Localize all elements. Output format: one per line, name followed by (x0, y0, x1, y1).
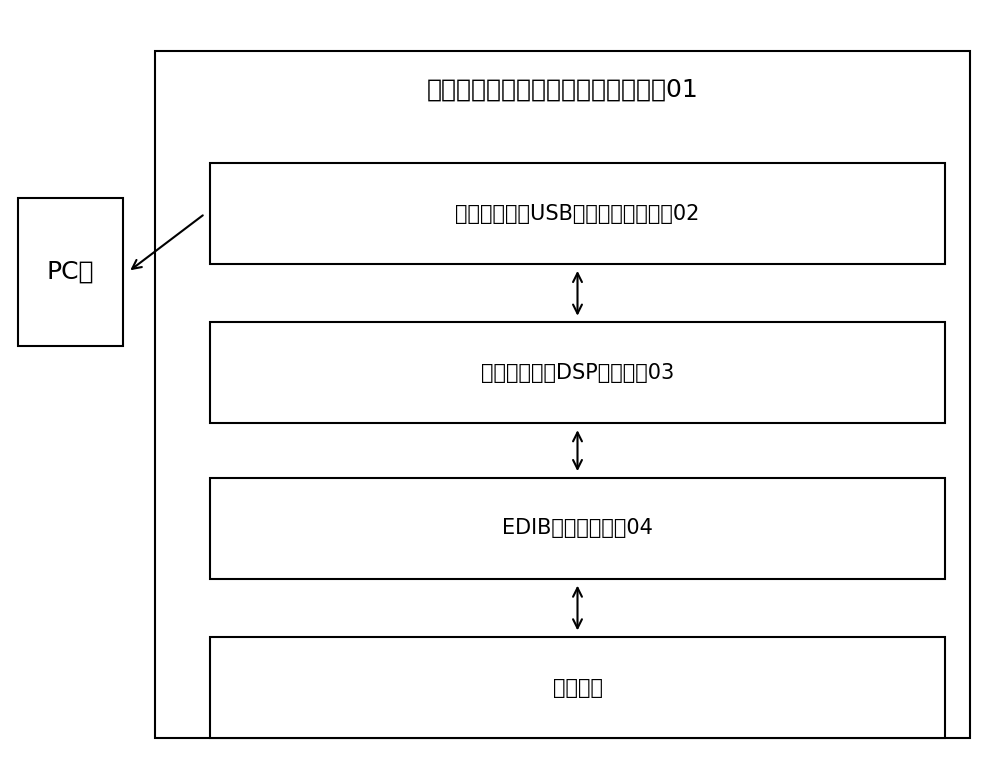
Bar (210, 478, 945, 579)
Text: PC机: PC机 (47, 260, 94, 284)
Bar (210, 163, 945, 264)
Text: 井下仪器: 井下仪器 (552, 678, 602, 698)
Bar (210, 322, 945, 423)
Text: 通用串行总线USB功能设备接口模块02: 通用串行总线USB功能设备接口模块02 (455, 204, 700, 224)
Bar (155, 51, 970, 738)
Bar (210, 637, 945, 738)
Text: 数字信号处理DSP控制模块03: 数字信号处理DSP控制模块03 (481, 363, 674, 383)
Text: EDIB总线接口模块04: EDIB总线接口模块04 (502, 518, 653, 538)
Text: 核磁共振测井仪的监测数据转换装置01: 核磁共振测井仪的监测数据转换装置01 (427, 78, 698, 101)
Bar (18, 198, 123, 346)
